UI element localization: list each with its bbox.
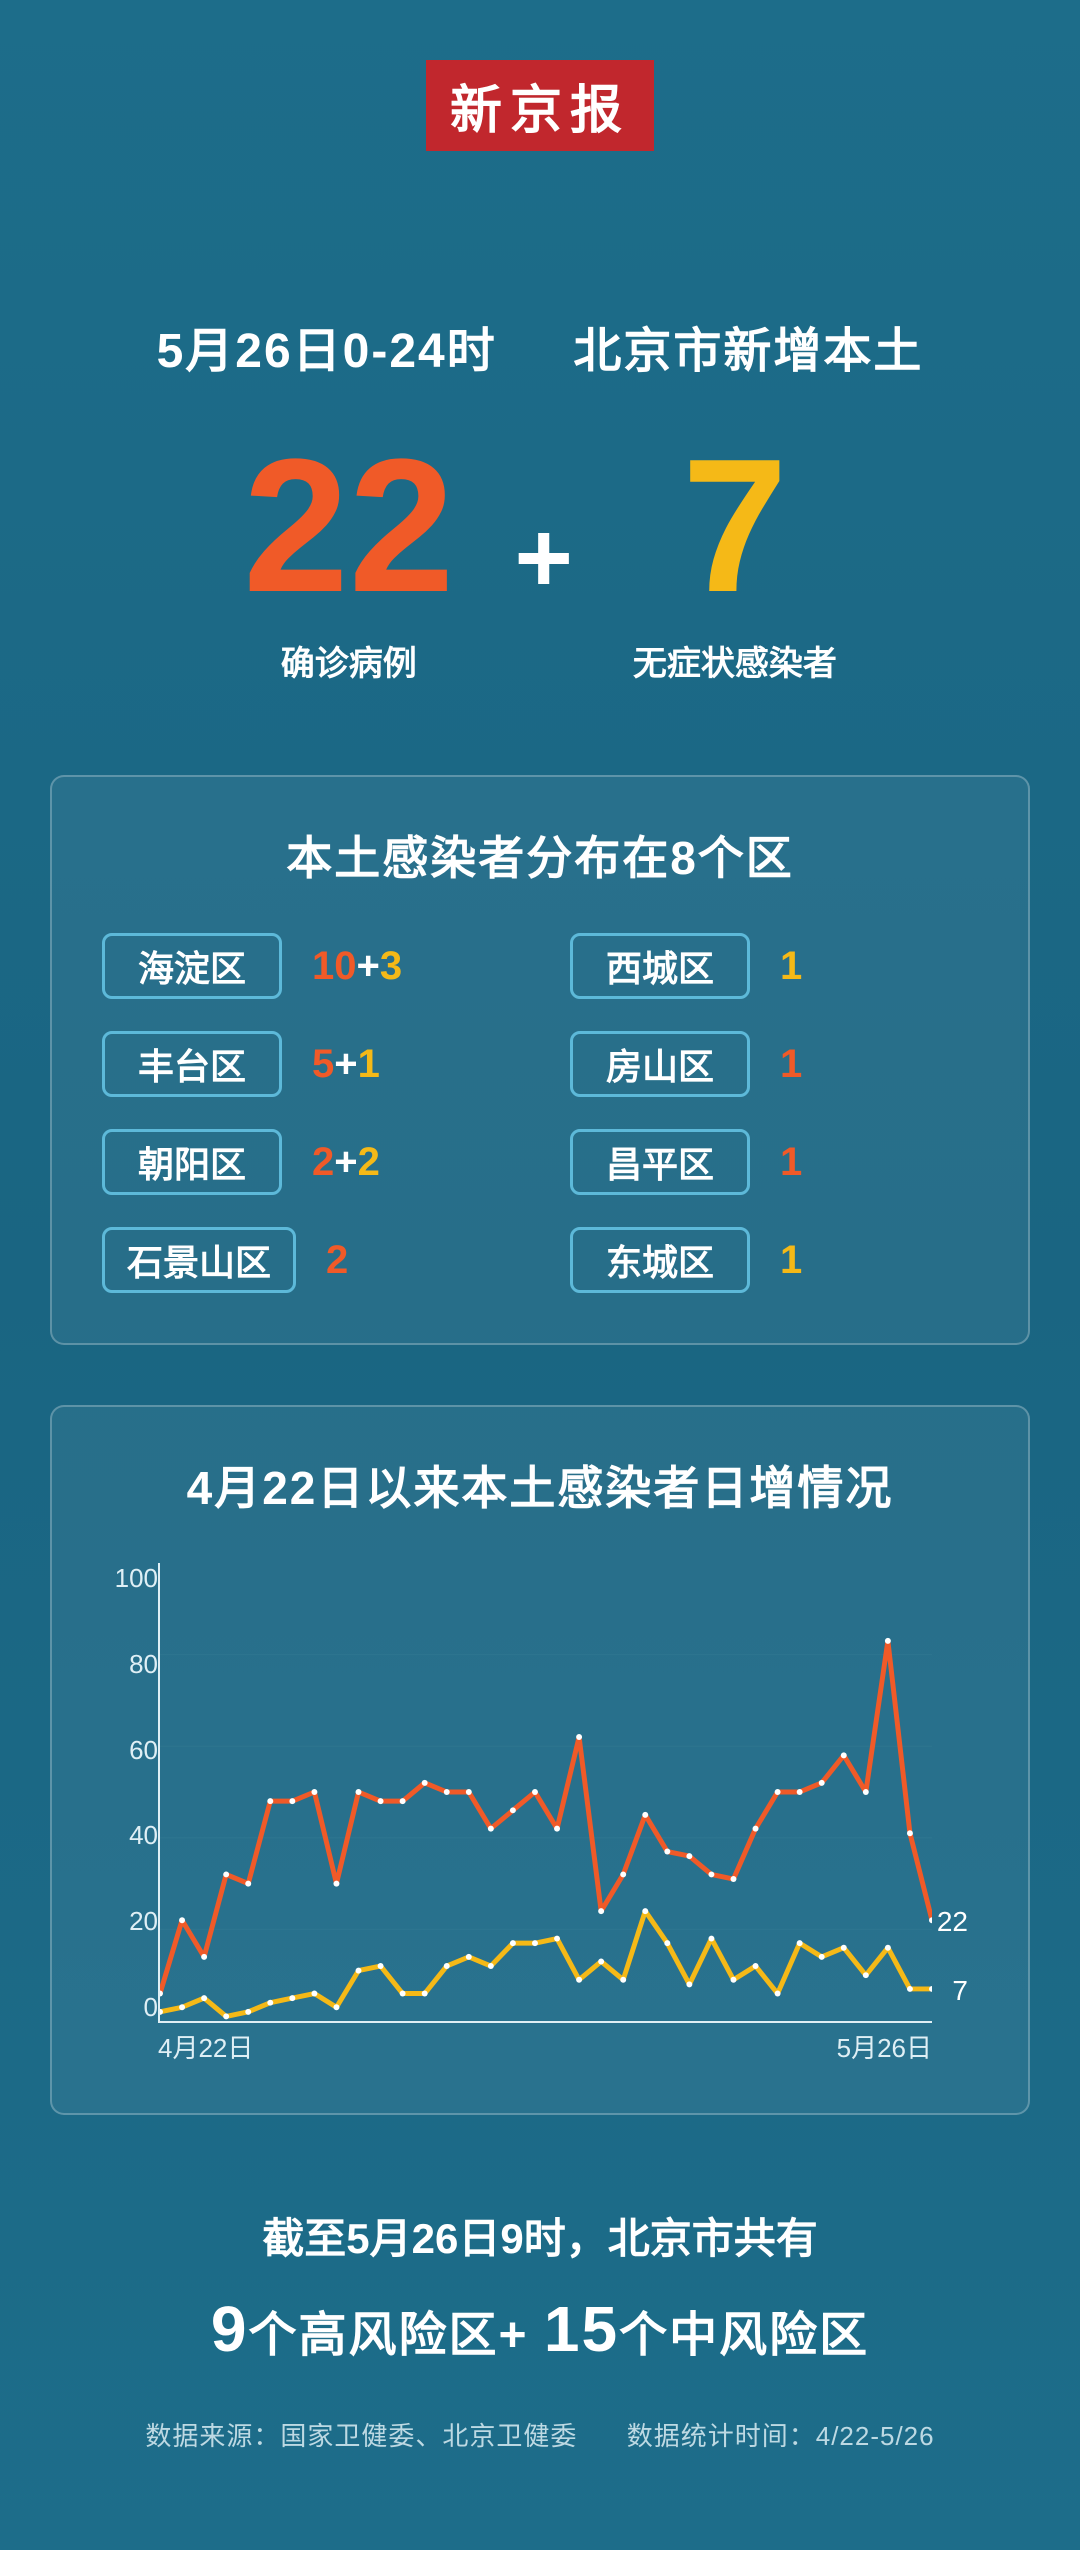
series-end-label: 22: [937, 1906, 968, 1938]
headline-right: 北京市新增本土: [573, 325, 923, 378]
y-tick: 100: [102, 1563, 158, 1594]
district-value: 1: [780, 1140, 802, 1185]
big-stats: 22 确诊病例 + 7 无症状感染者: [50, 431, 1030, 685]
x-axis-end: 5月26日: [837, 2028, 932, 2065]
districts-col-left: 海淀区 10+3 丰台区 5+1 朝阳区 2+2 石景山区 2: [102, 933, 510, 1293]
y-tick: 0: [102, 1992, 158, 2023]
stat-confirmed-label: 确诊病例: [243, 636, 454, 685]
source-right: 数据统计时间：4/22-5/26: [627, 2421, 935, 2451]
stat-asymptomatic-number: 7: [633, 431, 837, 621]
district-row: 海淀区 10+3: [102, 933, 510, 999]
logo: 新京报: [50, 60, 1030, 151]
district-chip: 昌平区: [570, 1129, 750, 1195]
district-value: 1: [780, 944, 802, 989]
district-chip: 东城区: [570, 1227, 750, 1293]
series-end-label: 7: [952, 1975, 968, 2007]
chart-title: 4月22日以来本土感染者日增情况: [102, 1452, 978, 1518]
chart-x-axis: 4月22日 5月26日: [158, 2028, 932, 2065]
risk-line2: 9个高风险区+ 15个中风险区: [50, 2292, 1030, 2366]
stat-asymptomatic-label: 无症状感染者: [633, 636, 837, 685]
risk-high-text: 个高风险区+: [249, 2309, 544, 2362]
districts-col-right: 西城区 1 房山区 1 昌平区 1 东城区 1: [570, 933, 978, 1293]
chart-wrap: 100806040200 227 4月22日 5月26日: [102, 1563, 978, 2063]
y-tick: 40: [102, 1820, 158, 1851]
district-value: 1: [780, 1238, 802, 1283]
x-axis-start: 4月22日: [158, 2028, 253, 2065]
stat-confirmed-number: 22: [243, 431, 454, 621]
district-chip: 房山区: [570, 1031, 750, 1097]
district-value: 1: [780, 1042, 802, 1087]
source-line: 数据来源：国家卫健委、北京卫健委 数据统计时间：4/22-5/26: [50, 2416, 1030, 2453]
district-value: 5+1: [312, 1042, 380, 1087]
chart-plot: 227: [158, 1563, 932, 2023]
district-chip: 丰台区: [102, 1031, 282, 1097]
district-chip: 朝阳区: [102, 1129, 282, 1195]
district-chip: 海淀区: [102, 933, 282, 999]
stat-plus: +: [514, 501, 572, 616]
district-value: 2+2: [312, 1140, 380, 1185]
y-tick: 20: [102, 1906, 158, 1937]
risk-line1: 截至5月26日9时，北京市共有: [50, 2205, 1030, 2266]
district-row: 昌平区 1: [570, 1129, 978, 1195]
district-row: 石景山区 2: [102, 1227, 510, 1293]
risk-high-num: 9: [211, 2293, 249, 2365]
logo-text: 新京报: [426, 60, 654, 151]
district-chip: 石景山区: [102, 1227, 296, 1293]
risk-mid-text: 个中风险区: [619, 2309, 869, 2362]
y-tick: 80: [102, 1649, 158, 1680]
risk-section: 截至5月26日9时，北京市共有 9个高风险区+ 15个中风险区 数据来源：国家卫…: [50, 2205, 1030, 2453]
chart-y-axis: 100 80 60 40 20 0: [102, 1563, 158, 2023]
district-row: 丰台区 5+1: [102, 1031, 510, 1097]
districts-title: 本土感染者分布在8个区: [102, 822, 978, 888]
district-row: 西城区 1: [570, 933, 978, 999]
district-row: 东城区 1: [570, 1227, 978, 1293]
district-row: 朝阳区 2+2: [102, 1129, 510, 1195]
district-value: 2: [326, 1238, 348, 1283]
chart-panel: 4月22日以来本土感染者日增情况 100806040200 227 4月22日 …: [50, 1405, 1030, 2115]
stat-confirmed: 22 确诊病例: [243, 431, 454, 685]
y-tick: 60: [102, 1735, 158, 1766]
headline: 5月26日0-24时 北京市新增本土: [50, 311, 1030, 381]
risk-mid-num: 15: [544, 2293, 619, 2365]
headline-left: 5月26日0-24时: [157, 325, 497, 378]
stat-asymptomatic: 7 无症状感染者: [633, 431, 837, 685]
district-row: 房山区 1: [570, 1031, 978, 1097]
chart-svg: [160, 1563, 932, 2021]
district-chip: 西城区: [570, 933, 750, 999]
districts-panel: 本土感染者分布在8个区 海淀区 10+3 丰台区 5+1 朝阳区 2+2 石景山区 2 西城区…: [50, 775, 1030, 1345]
source-left: 数据来源：国家卫健委、北京卫健委: [145, 2421, 577, 2451]
district-value: 10+3: [312, 944, 402, 989]
